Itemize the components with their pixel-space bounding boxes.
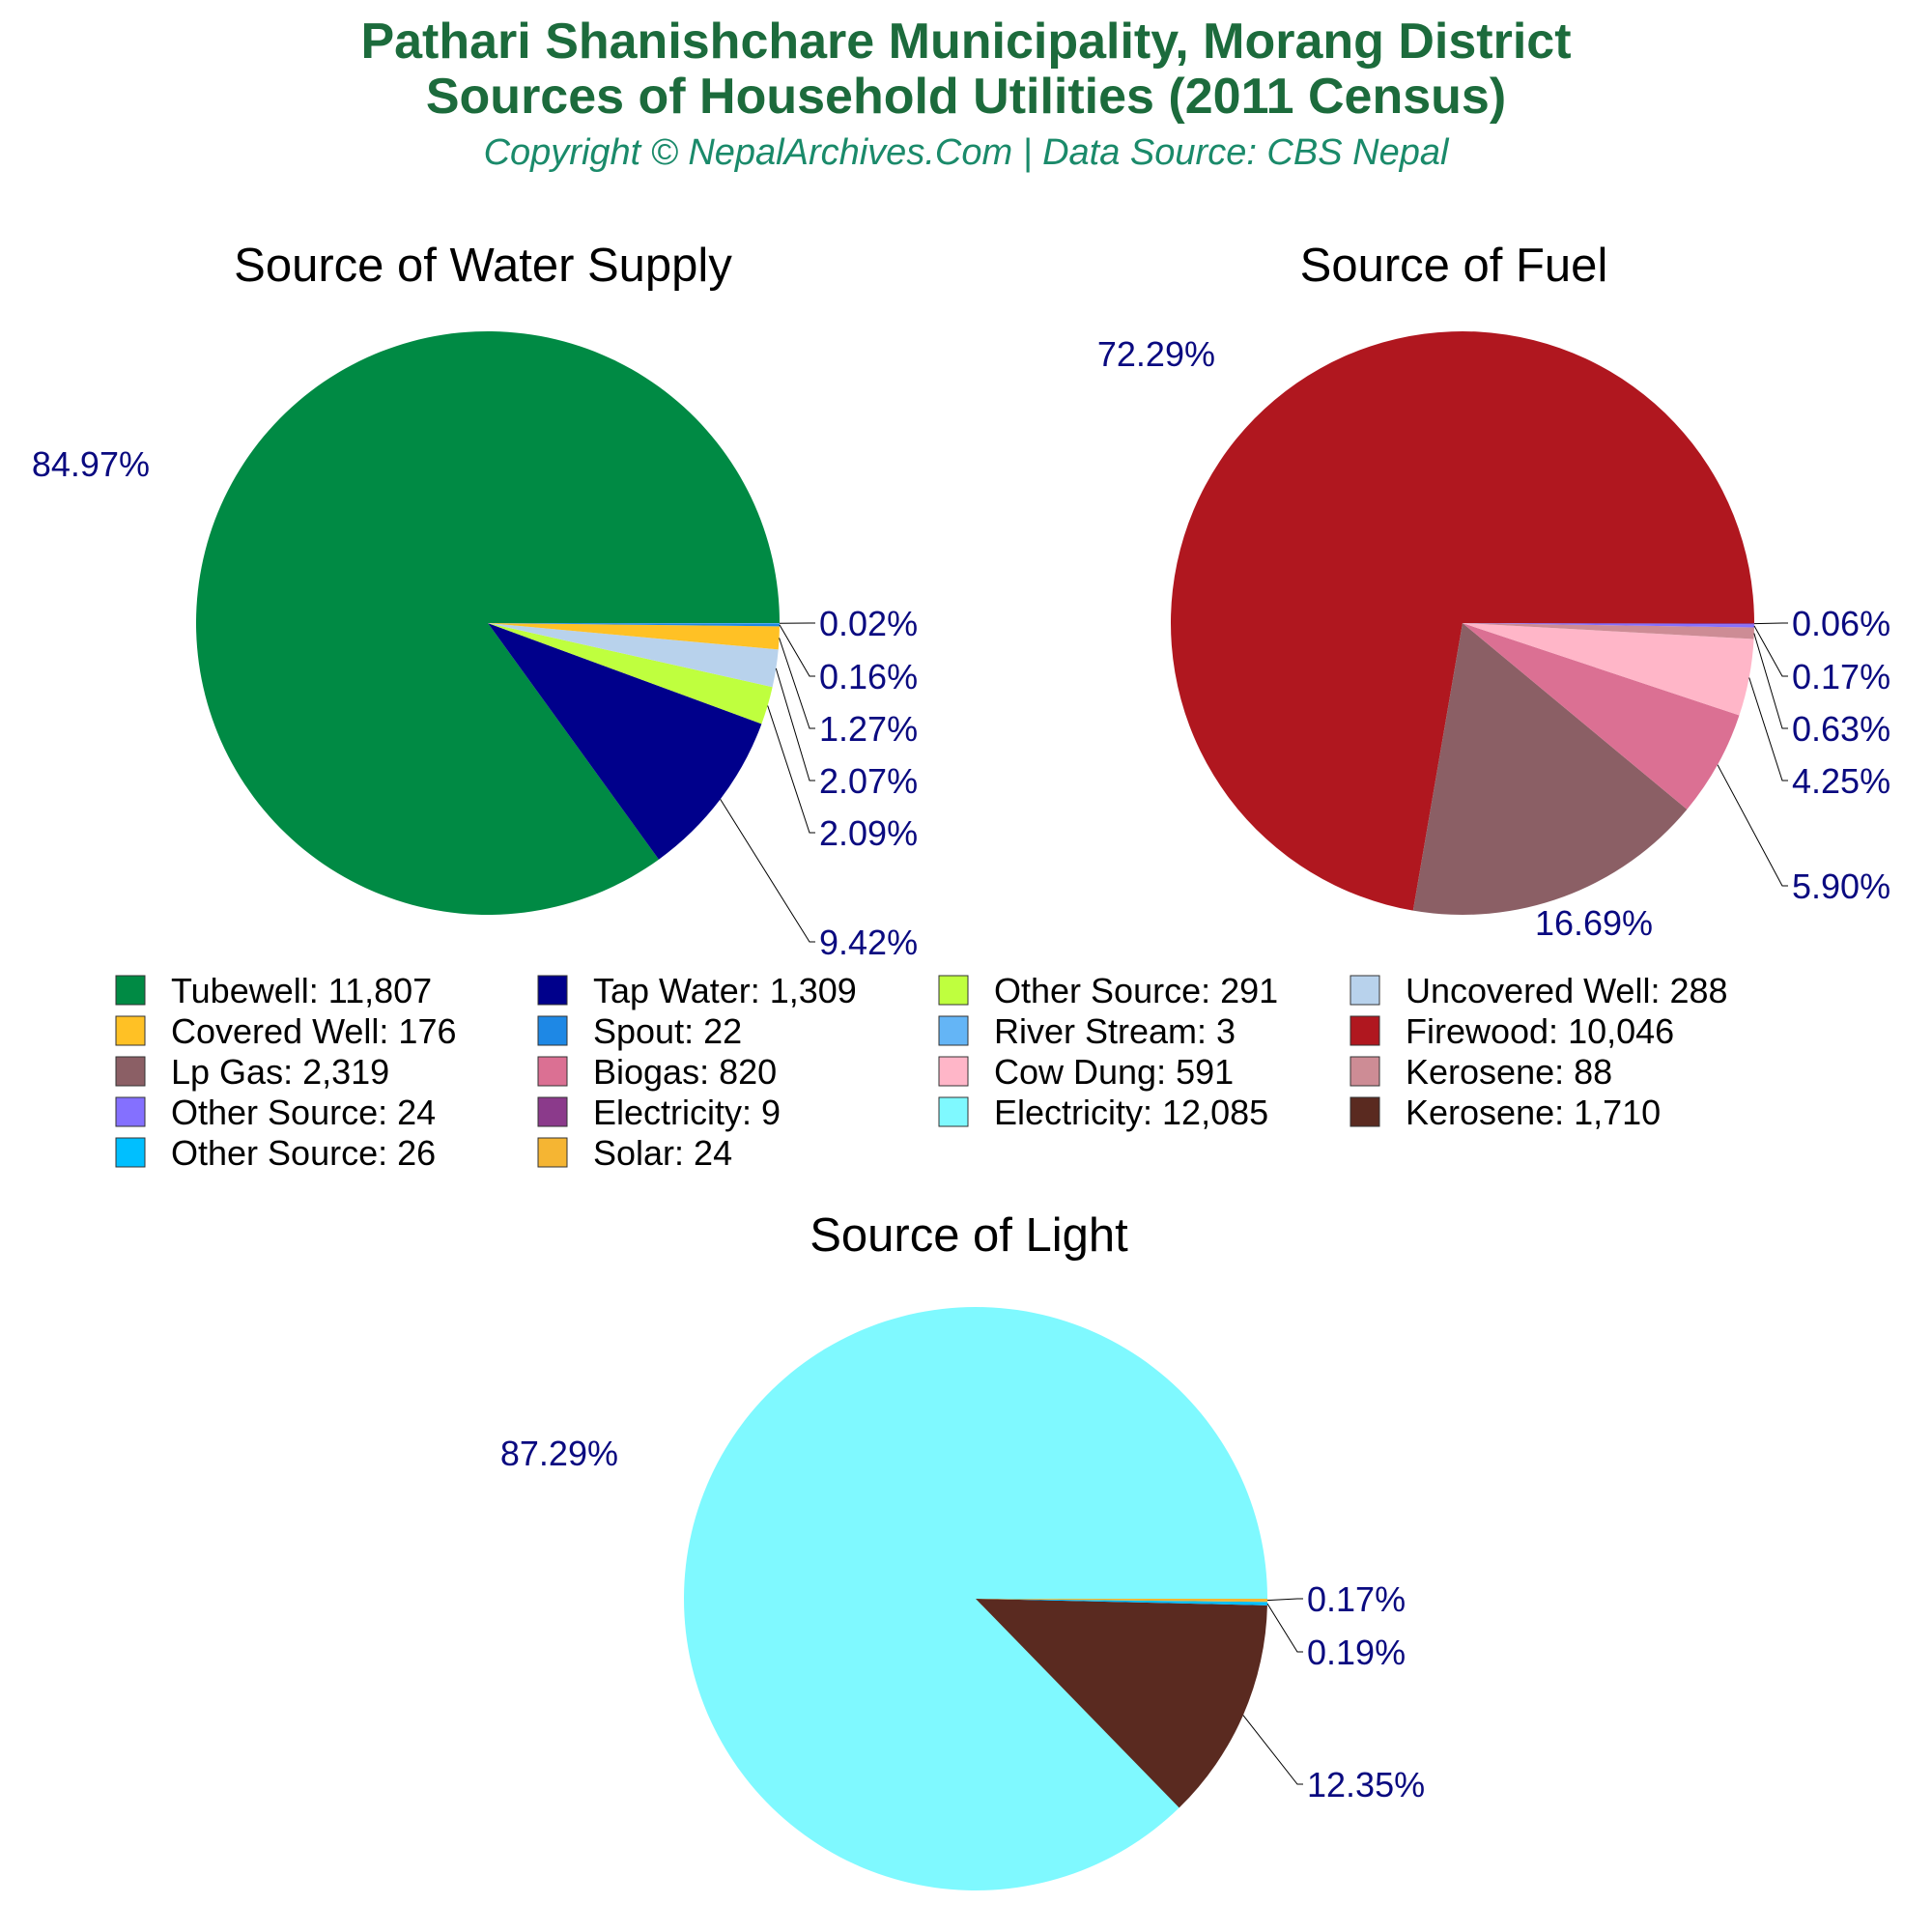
fuel-slice-other-source — [1463, 623, 1754, 628]
figure-subtitle: Copyright © NepalArchives.Com | Data Sou… — [484, 132, 1450, 173]
legend-swatch-cow-dung-591 — [938, 1056, 969, 1087]
legend-label-uncovered-well-288: Uncovered Well: 288 — [1406, 971, 1728, 1010]
legend-label-biogas-820: Biogas: 820 — [593, 1052, 777, 1092]
water-pct-label-spout: 0.16% — [819, 657, 918, 696]
water-slice-spout — [488, 623, 780, 627]
light-slice-other-source — [976, 1599, 1267, 1605]
fuel-chart-title: Source of Fuel — [1300, 240, 1608, 292]
legend-swatch-river-stream-3 — [938, 1015, 969, 1046]
legend-swatch-firewood-10-046 — [1350, 1015, 1380, 1046]
water-slice-covered-well — [488, 623, 780, 650]
legend-swatch-other-source-291 — [938, 975, 969, 1006]
legend-swatch-solar-24 — [537, 1137, 568, 1168]
legend-swatch-covered-well-176 — [115, 1015, 146, 1046]
water-slice-tap-water — [488, 623, 762, 860]
fuel-leader-line-cow-dung — [1748, 677, 1788, 781]
water-pct-label-tubewell: 84.97% — [32, 444, 150, 484]
fuel-pct-label-firewood: 72.29% — [1097, 334, 1215, 374]
legend-label-solar-24: Solar: 24 — [593, 1133, 732, 1173]
legend-label-electricity-12-085: Electricity: 12,085 — [994, 1093, 1268, 1132]
light-pct-label-kerosene: 12.35% — [1307, 1765, 1425, 1804]
fuel-pct-label-other-source: 0.17% — [1792, 657, 1890, 696]
light-pie: 87.29% 0.17% 0.19% 12.35% — [500, 1306, 1425, 1890]
light-pct-label-solar: 0.17% — [1307, 1579, 1406, 1619]
legend-label-other-source-24: Other Source: 24 — [171, 1093, 436, 1132]
water-chart-title: Source of Water Supply — [234, 240, 732, 292]
water-slice-uncovered-well — [488, 623, 779, 688]
legend-swatch-uncovered-well-288 — [1350, 975, 1380, 1006]
legend-swatch-lp-gas-2-319 — [115, 1056, 146, 1087]
water-leader-line-spout — [779, 624, 815, 677]
fuel-slice-cow-dung — [1463, 623, 1754, 716]
legend-swatch-tap-water-1-309 — [537, 975, 568, 1006]
water-leader-line-tap-water — [720, 799, 815, 943]
light-slice-electricity — [684, 1306, 1268, 1890]
legend-swatch-spout-22 — [537, 1015, 568, 1046]
fuel-leader-line-other-source — [1753, 625, 1788, 677]
legend-swatch-tubewell-11-807 — [115, 975, 146, 1006]
legend: Tubewell: 11,807 Tap Water: 1,309 Other So… — [115, 971, 1728, 1173]
fuel-slice-kerosene — [1463, 623, 1754, 639]
water-leader-line-other-source — [767, 705, 815, 834]
fuel-leader-line-electricity — [1753, 622, 1788, 625]
legend-label-spout-22: Spout: 22 — [593, 1011, 742, 1051]
fuel-slice-lp-gas — [1412, 623, 1688, 915]
fuel-pct-label-biogas: 5.90% — [1792, 867, 1890, 906]
light-chart-title: Source of Light — [810, 1209, 1128, 1262]
figure-title-line-2: Sources of Household Utilities (2011 Cen… — [426, 69, 1506, 125]
water-slice-tubewell — [196, 330, 781, 915]
fuel-pct-label-kerosene: 0.63% — [1792, 709, 1890, 749]
water-leader-line-uncovered-well — [775, 668, 815, 781]
water-pct-label-uncovered-well: 2.07% — [819, 761, 918, 801]
water-pct-label-covered-well: 1.27% — [819, 709, 918, 749]
legend-swatch-kerosene-88 — [1350, 1056, 1380, 1087]
legend-label-river-stream-3: River Stream: 3 — [994, 1011, 1236, 1051]
light-pct-label-electricity: 87.29% — [500, 1434, 618, 1473]
legend-label-electricity-9: Electricity: 9 — [593, 1093, 781, 1132]
fuel-pie: 72.29% 16.69% 0.06% 0.17% 0.63% 4.25% 5.90% — [1097, 331, 1890, 943]
legend-swatch-electricity-9 — [537, 1096, 568, 1127]
legend-label-other-source-291: Other Source: 291 — [994, 971, 1278, 1010]
legend-swatch-other-source-26 — [115, 1137, 146, 1168]
light-leader-line-solar — [1266, 1598, 1303, 1602]
fuel-pct-label-cow-dung: 4.25% — [1792, 761, 1890, 801]
legend-label-kerosene-88: Kerosene: 88 — [1406, 1052, 1612, 1092]
light-leader-line-kerosene — [1242, 1715, 1303, 1785]
legend-label-lp-gas-2-319: Lp Gas: 2,319 — [171, 1052, 389, 1092]
fuel-slice-firewood — [1171, 331, 1754, 911]
figure-title-line-1: Pathari Shanishchare Municipality, Moran… — [360, 14, 1571, 70]
water-pct-label-other-source: 2.09% — [819, 813, 918, 853]
fuel-slice-electricity — [1463, 623, 1755, 625]
fuel-pct-label-lp-gas: 16.69% — [1535, 903, 1653, 943]
legend-swatch-kerosene-1-710 — [1350, 1096, 1380, 1127]
legend-label-other-source-26: Other Source: 26 — [171, 1133, 436, 1173]
legend-swatch-biogas-820 — [537, 1056, 568, 1087]
legend-label-cow-dung-591: Cow Dung: 591 — [994, 1052, 1234, 1092]
fuel-leader-line-biogas — [1717, 764, 1788, 887]
legend-label-tap-water-1-309: Tap Water: 1,309 — [593, 971, 857, 1010]
fuel-slice-biogas — [1463, 623, 1740, 810]
water-slice-other-source — [488, 623, 773, 724]
light-slice-solar — [976, 1599, 1267, 1603]
legend-swatch-electricity-12-085 — [938, 1096, 969, 1127]
water-pct-label-tap-water: 9.42% — [819, 923, 918, 962]
legend-label-firewood-10-046: Firewood: 10,046 — [1406, 1011, 1674, 1051]
water-leader-line-covered-well — [779, 638, 815, 729]
legend-label-covered-well-176: Covered Well: 176 — [171, 1011, 457, 1051]
legend-swatch-other-source-24 — [115, 1096, 146, 1127]
light-slice-kerosene — [976, 1599, 1267, 1808]
water-pct-label-river-stream: 0.02% — [819, 604, 918, 643]
legend-label-kerosene-1-710: Kerosene: 1,710 — [1406, 1093, 1661, 1132]
fuel-pct-label-electricity: 0.06% — [1792, 604, 1890, 643]
water-supply-pie: 84.97% 0.02% 0.16% 1.27% 2.07% 2.09% 9.42% — [32, 330, 918, 962]
light-leader-line-other-source — [1266, 1603, 1303, 1653]
light-pct-label-other-source: 0.19% — [1307, 1633, 1406, 1672]
legend-label-tubewell-11-807: Tubewell: 11,807 — [171, 971, 432, 1010]
fuel-leader-line-kerosene — [1753, 633, 1788, 729]
